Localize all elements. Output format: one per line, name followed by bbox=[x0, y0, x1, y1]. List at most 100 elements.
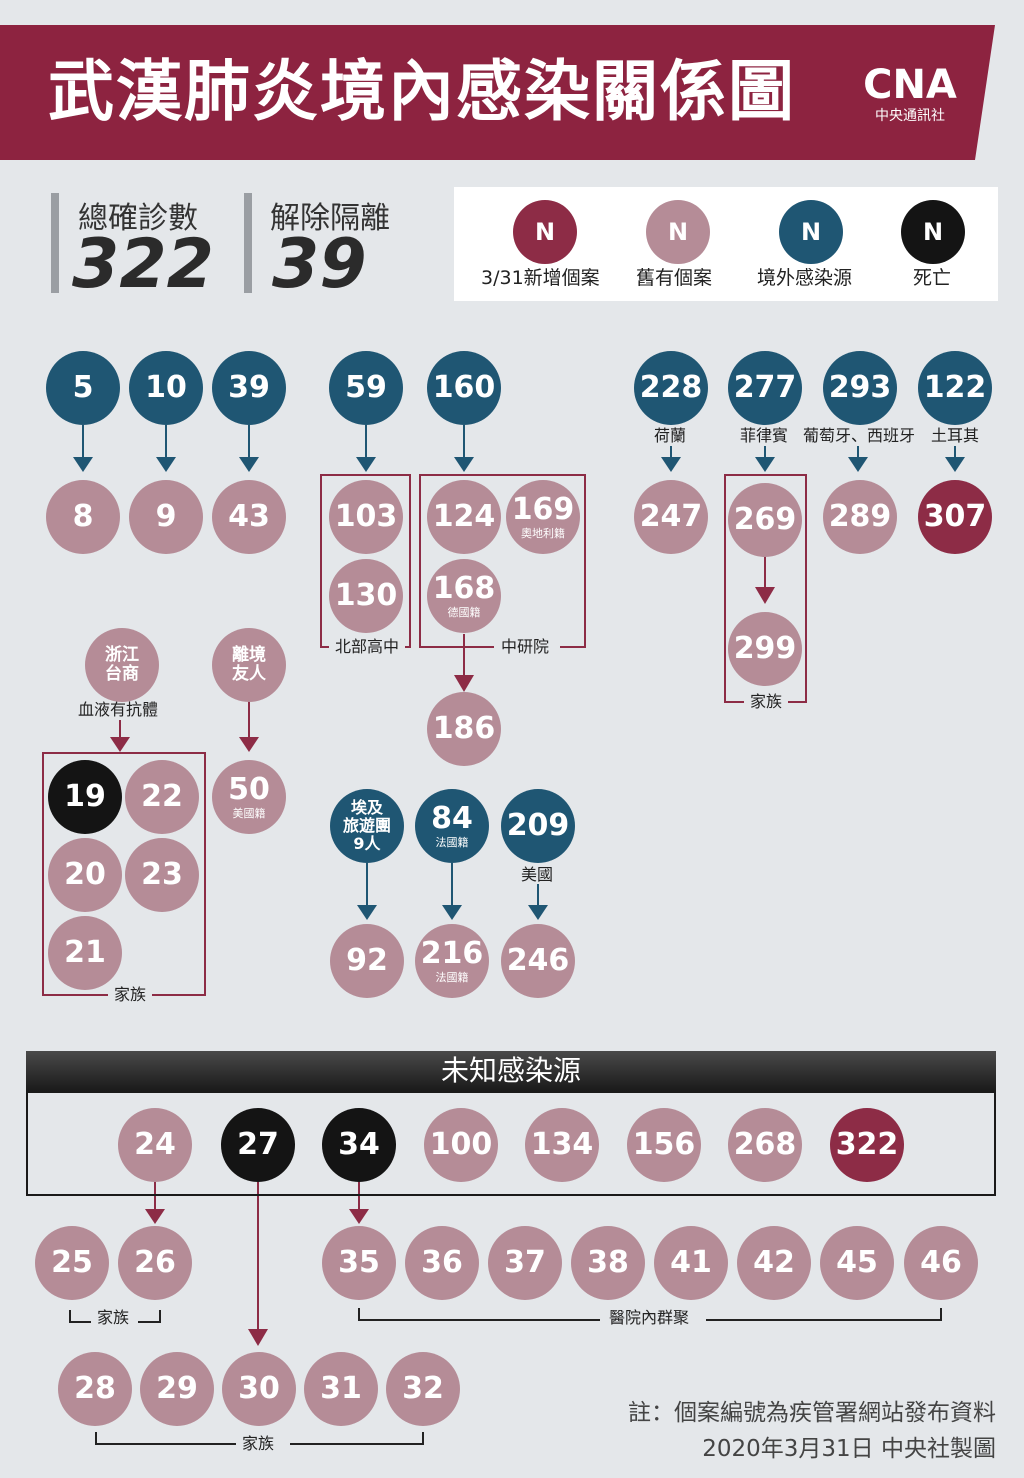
case-node: 32 bbox=[386, 1352, 460, 1426]
group-label-academia: 中研院 bbox=[495, 638, 556, 656]
case-node: 156 bbox=[627, 1108, 701, 1182]
case-node: 22 bbox=[125, 760, 199, 834]
case-node: 34 bbox=[322, 1108, 396, 1182]
case-node: 24 bbox=[118, 1108, 192, 1182]
case-node: 29 bbox=[140, 1352, 214, 1426]
case-node: 46 bbox=[904, 1226, 978, 1300]
case-node: 31 bbox=[304, 1352, 378, 1426]
case-node: 35 bbox=[322, 1226, 396, 1300]
case-node: 124 bbox=[427, 480, 501, 554]
case-node: 20 bbox=[48, 838, 122, 912]
nationality-sub: 德國籍 bbox=[447, 606, 481, 619]
legend-old-label: 舊有個案 bbox=[636, 267, 713, 289]
case-node: 134 bbox=[525, 1108, 599, 1182]
source-note: 註：個案編號為疾管署網站發布資料 bbox=[628, 1400, 996, 1426]
caption-philippines: 菲律賓 bbox=[740, 426, 789, 445]
legend-ext-swatch: N bbox=[779, 200, 843, 264]
local-arrows bbox=[119, 556, 766, 1330]
stat-bar-released bbox=[244, 193, 252, 293]
case-node: 45 bbox=[820, 1226, 894, 1300]
page-title: 武漢肺炎境內感染關係圖 bbox=[48, 53, 796, 130]
bracket-lines bbox=[69, 1308, 942, 1445]
case-node: 8 bbox=[46, 480, 120, 554]
legend-new-label: 3/31新增個案 bbox=[481, 267, 600, 289]
case-node: 84 法國籍 bbox=[415, 789, 489, 863]
case-node: 42 bbox=[737, 1226, 811, 1300]
case-node: 216 法國籍 bbox=[415, 924, 489, 998]
legend-new-swatch: N bbox=[513, 200, 577, 264]
case-node: 23 bbox=[125, 838, 199, 912]
source-node-departed-friend: 離境 友人 bbox=[212, 628, 286, 702]
total-confirmed-label: 總確診數 bbox=[78, 201, 198, 236]
case-node: 38 bbox=[571, 1226, 645, 1300]
case-node: 289 bbox=[823, 480, 897, 554]
unknown-source-header: 未知感染源 bbox=[26, 1051, 996, 1091]
caption-portugal-spain: 葡萄牙、西班牙 bbox=[803, 426, 916, 445]
case-node: 268 bbox=[728, 1108, 802, 1182]
case-node: 10 bbox=[129, 351, 203, 425]
logo-letters: CNA bbox=[863, 62, 957, 108]
legend-ext-label: 境外感染源 bbox=[757, 267, 853, 289]
credit-note: 2020年3月31日 中央社製圖 bbox=[702, 1436, 996, 1462]
case-node: 160 bbox=[427, 351, 501, 425]
case-node: 92 bbox=[330, 924, 404, 998]
case-node: 168 德國籍 bbox=[427, 559, 501, 633]
case-node: 246 bbox=[501, 924, 575, 998]
cna-logo: CNA 中央通訊社 bbox=[860, 58, 960, 130]
source-node-zhejiang: 浙江 台商 bbox=[85, 628, 159, 702]
case-node: 122 bbox=[918, 351, 992, 425]
case-node: 277 bbox=[728, 351, 802, 425]
legend-dead-label: 死亡 bbox=[913, 267, 952, 289]
legend-dead-swatch: N bbox=[901, 200, 965, 264]
group-label-family-19: 家族 bbox=[108, 986, 153, 1004]
case-node: 36 bbox=[405, 1226, 479, 1300]
nationality-sub: 奧地利籍 bbox=[521, 527, 565, 540]
case-node: 43 bbox=[212, 480, 286, 554]
group-label-family-28: 家族 bbox=[236, 1435, 281, 1453]
case-node: 103 bbox=[329, 480, 403, 554]
nationality-sub: 法國籍 bbox=[435, 836, 469, 849]
case-node: 39 bbox=[212, 351, 286, 425]
case-node: 25 bbox=[35, 1226, 109, 1300]
case-node: 299 bbox=[728, 612, 802, 686]
case-node: 130 bbox=[329, 559, 403, 633]
case-node: 9 bbox=[129, 480, 203, 554]
unknown-source-box bbox=[26, 1091, 996, 1196]
case-node: 100 bbox=[424, 1108, 498, 1182]
caption-turkey: 土耳其 bbox=[931, 426, 980, 445]
total-confirmed-value: 322 bbox=[72, 225, 214, 304]
case-node: 59 bbox=[329, 351, 403, 425]
case-node: 41 bbox=[654, 1226, 728, 1300]
case-node: 269 bbox=[728, 483, 802, 557]
caption-holland: 荷蘭 bbox=[654, 426, 687, 445]
arrowheads bbox=[73, 457, 965, 1346]
case-node: 30 bbox=[222, 1352, 296, 1426]
caption-usa: 美國 bbox=[521, 865, 554, 884]
caption-antibody: 血液有抗體 bbox=[78, 700, 159, 719]
nationality-sub: 美國籍 bbox=[232, 807, 266, 820]
title-banner bbox=[0, 25, 995, 160]
case-node: 186 bbox=[427, 692, 501, 766]
nationality-sub: 法國籍 bbox=[435, 971, 469, 984]
case-node: 293 bbox=[823, 351, 897, 425]
case-node: 28 bbox=[58, 1352, 132, 1426]
group-boxes bbox=[42, 474, 807, 996]
case-node: 26 bbox=[118, 1226, 192, 1300]
legend-old-swatch: N bbox=[646, 200, 710, 264]
case-node: 5 bbox=[46, 351, 120, 425]
case-node: 209 bbox=[501, 789, 575, 863]
case-node: 27 bbox=[221, 1108, 295, 1182]
case-node: 37 bbox=[488, 1226, 562, 1300]
case-node: 322 bbox=[830, 1108, 904, 1182]
case-node: 307 bbox=[918, 480, 992, 554]
released-label: 解除隔離 bbox=[270, 201, 390, 236]
case-node: 228 bbox=[634, 351, 708, 425]
case-node: 21 bbox=[48, 916, 122, 990]
logo-name: 中央通訊社 bbox=[875, 108, 945, 124]
group-label-family-25: 家族 bbox=[91, 1309, 136, 1327]
case-node: 169 奧地利籍 bbox=[506, 480, 580, 554]
overseas-arrows bbox=[82, 425, 956, 907]
case-node: 19 bbox=[48, 760, 122, 834]
group-label-north-school: 北部高中 bbox=[329, 638, 406, 656]
